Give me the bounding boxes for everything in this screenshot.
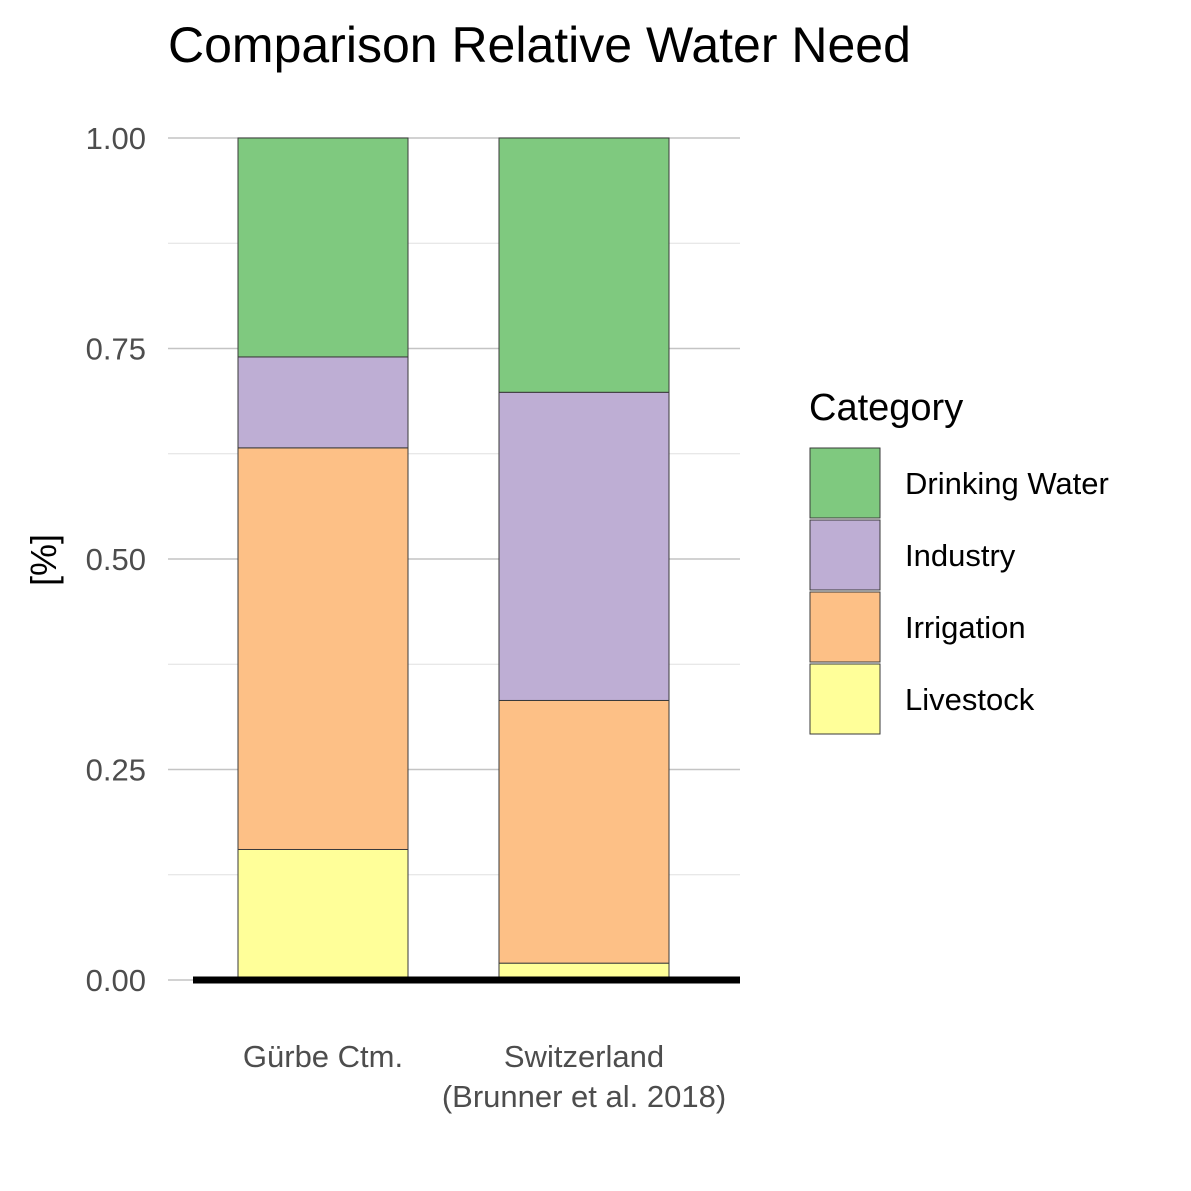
x-tick-label-line: Switzerland [504,1039,664,1074]
x-tick-label-line: (Brunner et al. 2018) [442,1079,726,1114]
legend-swatch-industry [809,519,881,591]
legend: Category Drinking Water Industry Irrigatio… [809,387,1109,735]
bars [237,137,670,981]
chart-title: Comparison Relative Water Need [168,17,911,73]
bar-segment-livestock-g-rbe-ctm [237,848,409,981]
legend-label-irrigation: Irrigation [905,610,1026,645]
legend-label-livestock: Livestock [905,682,1035,717]
y-tick-label: 1.00 [86,121,146,156]
legend-swatch-drinking-water [809,447,881,519]
y-tick-label: 0.75 [86,332,146,367]
legend-swatch-irrigation [809,591,881,663]
y-axis-ticks: 0.00 0.25 0.50 0.75 1.00 [86,121,146,998]
x-tick-label-line: Gürbe Ctm. [243,1039,403,1074]
legend-swatch-livestock [809,663,881,735]
x-axis-ticks: Gürbe Ctm. Switzerland (Brunner et al. 201… [243,1039,726,1114]
y-axis-title: [%] [23,534,64,586]
y-tick-label: 0.25 [86,753,146,788]
x-tick-label: Switzerland (Brunner et al. 2018) [442,1039,726,1114]
y-tick-label: 0.50 [86,542,146,577]
bar-segment-irrigation-g-rbe-ctm [237,447,409,850]
bar-segment-irrigation-switzerland [498,699,670,964]
bar-segment-industry-g-rbe-ctm [237,356,409,449]
bar-segment-drinking-water-g-rbe-ctm [237,137,409,358]
legend-label-industry: Industry [905,538,1016,573]
y-tick-label: 0.00 [86,963,146,998]
bar-segment-industry-switzerland [498,391,670,701]
legend-items: Drinking Water Industry Irrigation Livestoc… [809,447,1109,735]
legend-title: Category [809,387,963,429]
x-tick-label: Gürbe Ctm. [243,1039,403,1074]
bar-segment-drinking-water-switzerland [498,137,670,393]
legend-label-drinking-water: Drinking Water [905,466,1109,501]
